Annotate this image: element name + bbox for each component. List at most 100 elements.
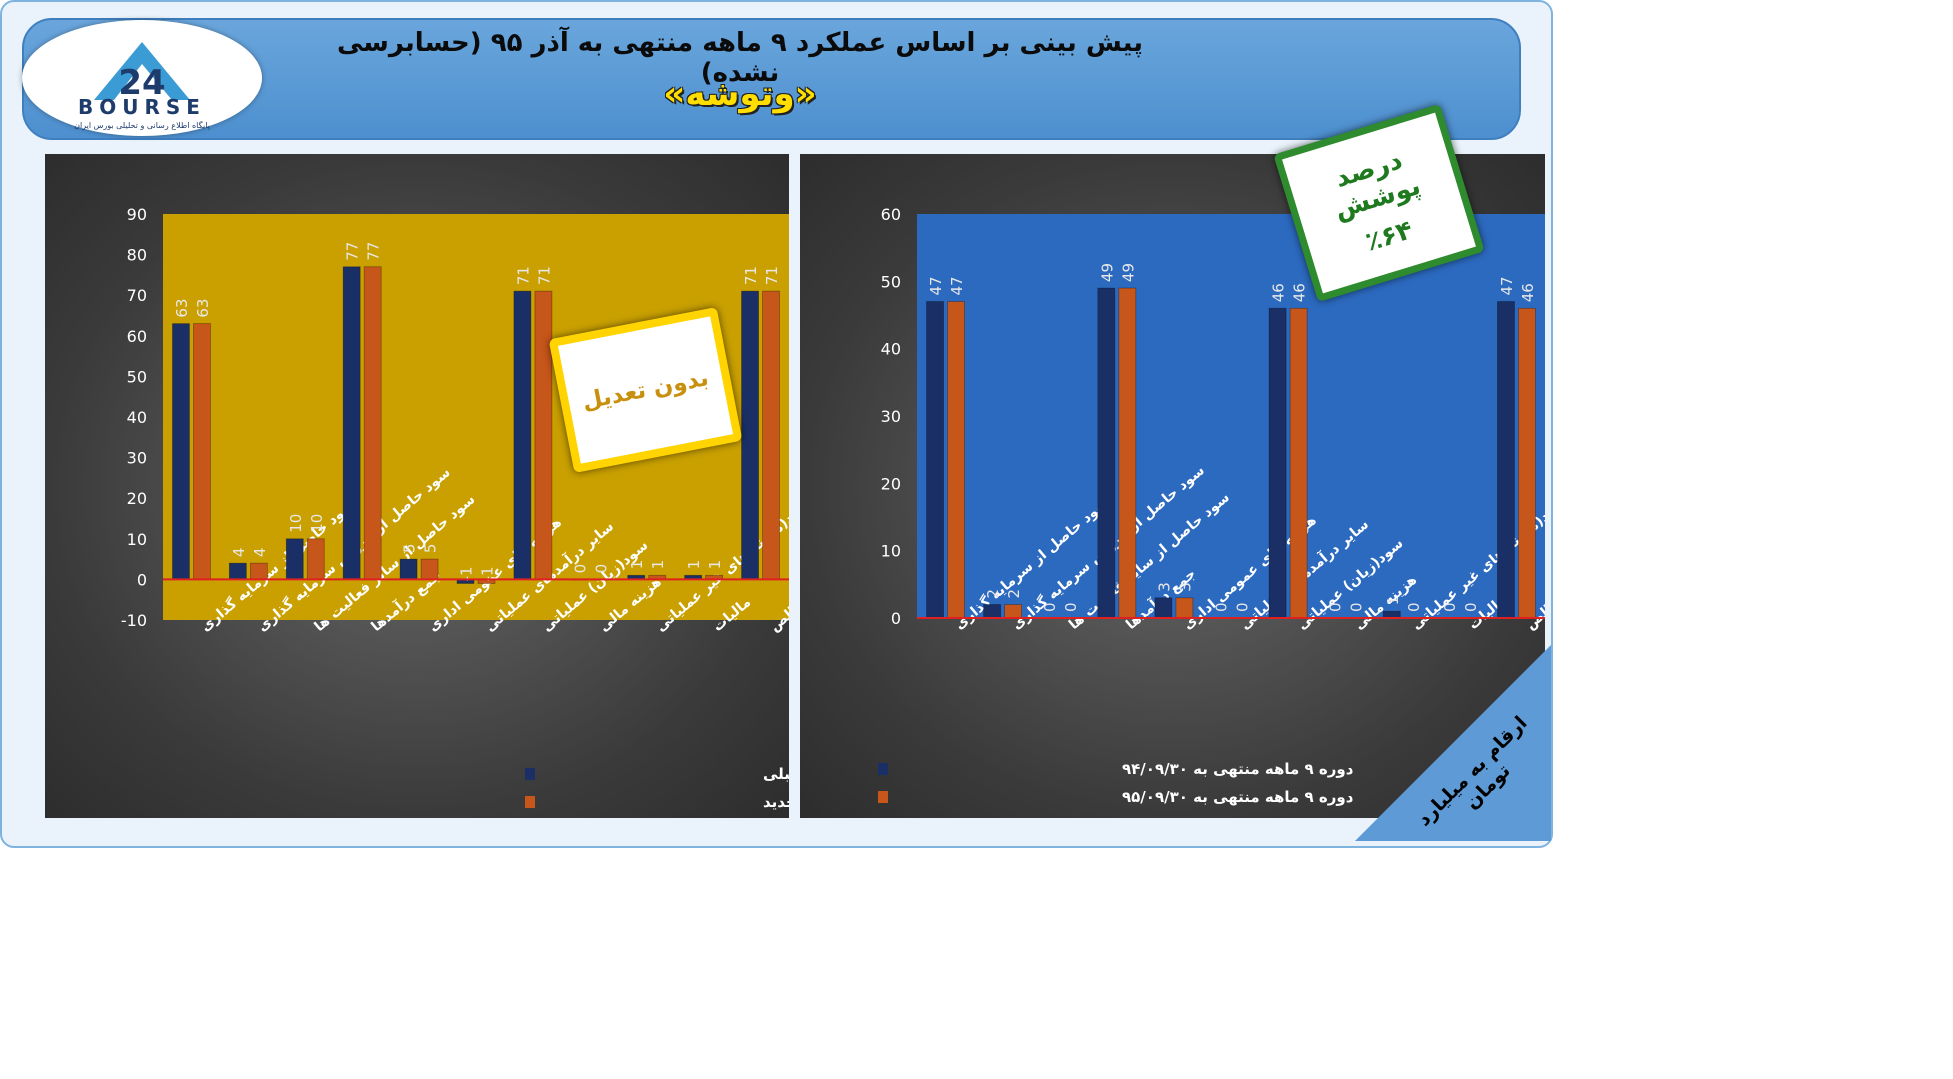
period-data-label: 0 bbox=[1462, 602, 1480, 612]
period-data-label: 0 bbox=[1441, 602, 1459, 612]
stock-symbol: «وتوشه» bbox=[663, 74, 817, 114]
period-bar bbox=[983, 604, 1002, 619]
forecast-data-label: 71 bbox=[535, 266, 553, 285]
coverage-label: درصد پوشش bbox=[1330, 145, 1425, 226]
period-data-label: 0 bbox=[1041, 602, 1059, 612]
period-data-label: 2 bbox=[984, 589, 1002, 599]
period-y-tick-label: 0 bbox=[891, 609, 901, 628]
period-legend-swatch bbox=[878, 791, 888, 803]
forecast-bar bbox=[513, 290, 532, 580]
unit-note-corner: ارقام به میلیارد تومان bbox=[1355, 645, 1551, 841]
period-data-label: 47 bbox=[1498, 276, 1516, 295]
forecast-data-label: 4 bbox=[230, 548, 248, 558]
logo-mark-numerals: 24 bbox=[118, 63, 165, 103]
period-data-label: 46 bbox=[1291, 283, 1309, 302]
period-y-tick-label: 10 bbox=[881, 542, 901, 561]
period-data-label: 0 bbox=[1327, 602, 1345, 612]
forecast-data-label: 71 bbox=[514, 266, 532, 285]
forecast-bar bbox=[762, 290, 780, 580]
no-adjustment-text: بدون تعدیل bbox=[580, 365, 711, 415]
forecast-data-label: -1 bbox=[479, 566, 497, 581]
page-title: پیش بینی بر اساس عملکرد ۹ ماهه منتهی به … bbox=[337, 28, 1143, 88]
period-data-label: 46 bbox=[1270, 283, 1288, 302]
forecast-legend-label: پیش بینی بر اساس گزارش جدید bbox=[763, 793, 789, 812]
forecast-y-tick-label: 20 bbox=[127, 489, 147, 508]
forecast-data-label: 0 bbox=[571, 564, 589, 574]
forecast-bar bbox=[306, 538, 325, 580]
forecast-y-tick-label: 30 bbox=[127, 449, 147, 468]
forecast-data-label: 71 bbox=[763, 266, 781, 285]
period-data-label: 1 bbox=[1384, 596, 1402, 606]
period-data-label: 46 bbox=[1519, 283, 1537, 302]
forecast-bar bbox=[420, 558, 439, 580]
coverage-value: ٪۶۴ bbox=[1362, 215, 1417, 258]
period-legend-swatch bbox=[878, 763, 888, 775]
forecast-data-label: 5 bbox=[401, 544, 419, 554]
forecast-data-label: 10 bbox=[308, 514, 326, 533]
forecast-data-label: 1 bbox=[685, 560, 703, 570]
period-data-label: 47 bbox=[927, 276, 945, 295]
forecast-legend-swatch bbox=[525, 796, 535, 808]
forecast-data-label: 63 bbox=[173, 299, 191, 318]
period-y-tick-label: 20 bbox=[881, 474, 901, 493]
period-bar bbox=[1097, 287, 1116, 619]
forecast-bar bbox=[172, 323, 190, 580]
forecast-data-label: -1 bbox=[458, 566, 476, 581]
forecast-data-label: 63 bbox=[194, 299, 212, 318]
period-data-label: 0 bbox=[1405, 602, 1423, 612]
period-bar bbox=[947, 301, 965, 619]
period-data-label: 0 bbox=[1213, 602, 1231, 612]
period-bar bbox=[1518, 307, 1536, 619]
forecast-data-label: 4 bbox=[251, 548, 269, 558]
forecast-data-label: 71 bbox=[742, 266, 760, 285]
bourse24-logo: 24 BOURSE پایگاه اطلاع رسانی و تحلیلی بو… bbox=[22, 20, 262, 136]
period-y-tick-label: 60 bbox=[881, 205, 901, 224]
header-banner bbox=[22, 18, 1521, 140]
forecast-y-tick-label: 40 bbox=[127, 408, 147, 427]
forecast-y-tick-label: 80 bbox=[127, 246, 147, 265]
period-bar bbox=[1118, 287, 1137, 619]
period-data-label: 0 bbox=[1234, 602, 1252, 612]
forecast-legend-label: پیش بینی بر اساس گزارش قبلی bbox=[763, 765, 789, 784]
period-legend-label: دوره ۹ ماهه منتهی به ۹۴/۰۹/۳۰ bbox=[1122, 760, 1354, 778]
period-y-tick-label: 50 bbox=[881, 272, 901, 291]
period-bar bbox=[1268, 307, 1287, 619]
forecast-bar bbox=[285, 538, 304, 580]
forecast-bar bbox=[741, 290, 759, 580]
logo-tagline: پایگاه اطلاع رسانی و تحلیلی بورس ایران bbox=[74, 120, 210, 130]
forecast-data-label: 77 bbox=[344, 242, 362, 261]
forecast-y-tick-label: 0 bbox=[137, 570, 147, 589]
forecast-y-tick-label: 70 bbox=[127, 286, 147, 305]
forecast-bar bbox=[399, 558, 418, 580]
forecast-bar bbox=[193, 323, 211, 580]
period-data-label: 0 bbox=[1062, 602, 1080, 612]
forecast-y-tick-label: 90 bbox=[127, 205, 147, 224]
period-bar bbox=[1497, 301, 1515, 619]
forecast-bar bbox=[534, 290, 553, 580]
forecast-y-tick-label: 60 bbox=[127, 327, 147, 346]
period-data-label: 0 bbox=[1348, 602, 1366, 612]
period-data-label: 2 bbox=[1005, 589, 1023, 599]
forecast-data-label: 1 bbox=[649, 560, 667, 570]
period-data-label: 47 bbox=[948, 276, 966, 295]
forecast-data-label: 77 bbox=[365, 242, 383, 261]
chart-panel-forecast: -10 0 10 20 30 40 50 60 70 80 90 63 63 سود حاصل از سر… bbox=[45, 154, 1006, 818]
forecast-data-label: 5 bbox=[422, 544, 440, 554]
forecast-data-label: 0 bbox=[592, 564, 610, 574]
period-data-label: 49 bbox=[1119, 263, 1137, 282]
period-y-tick-label: 30 bbox=[881, 407, 901, 426]
forecast-data-label: 1 bbox=[706, 560, 724, 570]
forecast-y-tick-label: 50 bbox=[127, 367, 147, 386]
forecast-data-label: 10 bbox=[287, 514, 305, 533]
forecast-bar bbox=[249, 562, 268, 580]
forecast-data-label: 1 bbox=[628, 560, 646, 570]
period-data-label: 3 bbox=[1155, 582, 1173, 592]
logo-graphic: 24 BOURSE پایگاه اطلاع رسانی و تحلیلی بو… bbox=[74, 42, 210, 130]
forecast-bar bbox=[228, 562, 247, 580]
forecast-y-tick-label: -10 bbox=[121, 611, 147, 630]
logo-brand-text: BOURSE bbox=[78, 95, 206, 119]
period-legend-label: دوره ۹ ماهه منتهی به ۹۵/۰۹/۳۰ bbox=[1122, 788, 1354, 806]
forecast-y-tick-label: 10 bbox=[127, 530, 147, 549]
